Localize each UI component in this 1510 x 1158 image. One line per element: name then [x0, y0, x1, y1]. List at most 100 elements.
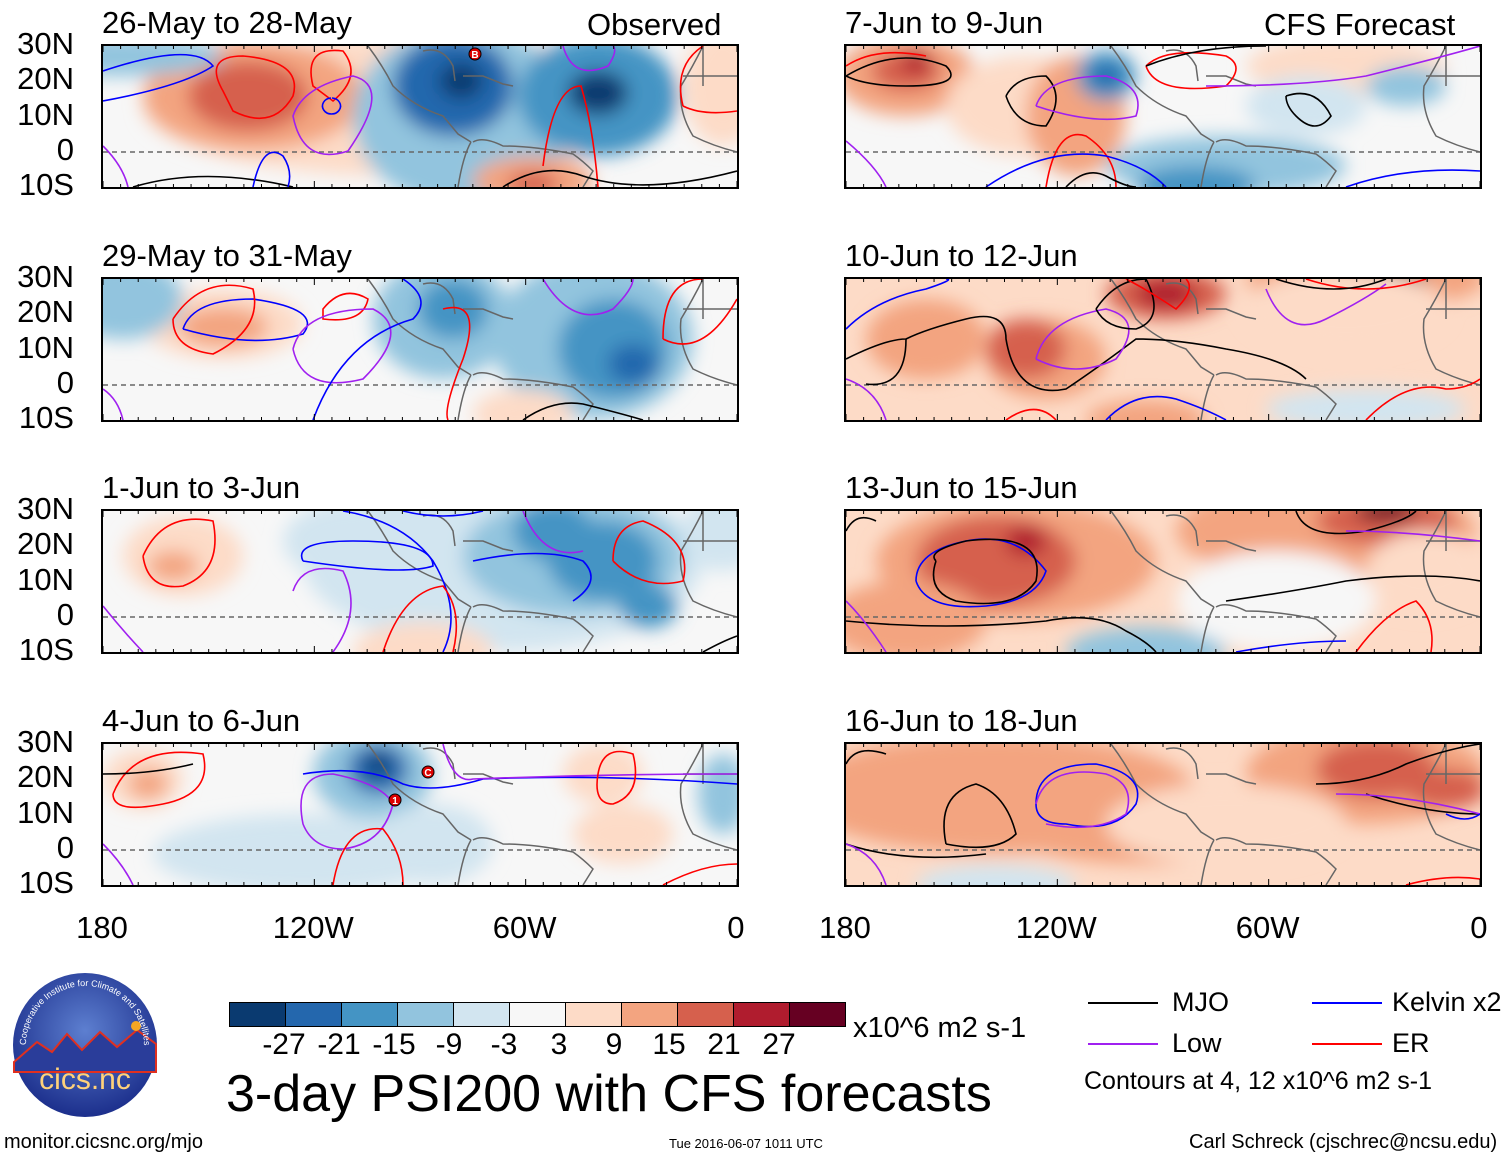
- wave-contour: [1105, 395, 1227, 420]
- wave-contour: [679, 46, 737, 114]
- wave-contour: [112, 751, 206, 809]
- map-panel: B: [101, 44, 739, 189]
- wave-contour: [103, 843, 134, 885]
- wave-contour: [103, 53, 215, 102]
- coastline: [367, 46, 737, 187]
- wave-contour: [562, 46, 616, 72]
- wave-contour: [292, 75, 373, 156]
- panel-title: 29-May to 31-May: [102, 238, 352, 273]
- coastline: [1110, 279, 1480, 420]
- wave-contour: [1035, 75, 1139, 121]
- colorbar-swatch: [398, 1003, 454, 1026]
- longitude-label: 60W: [1235, 910, 1300, 945]
- wave-contour: [1035, 763, 1139, 828]
- wave-contour: [1035, 308, 1130, 370]
- wave-contour: [1315, 744, 1480, 785]
- wave-contour: [310, 49, 352, 103]
- wave-contour: [442, 744, 737, 781]
- longitude-label: 120W: [1015, 910, 1097, 945]
- storm-label: B: [471, 50, 478, 61]
- anomaly-shading: [1356, 511, 1416, 521]
- wave-contour: [612, 520, 686, 585]
- anomaly-shading: [683, 46, 737, 146]
- wave-contour: [846, 616, 1157, 652]
- latitude-label: 0: [56, 364, 74, 400]
- anomaly-shading: [618, 584, 678, 628]
- longitude-label: 120W: [272, 910, 354, 945]
- colorbar-label: -9: [435, 1028, 463, 1061]
- anomaly-shading: [103, 279, 183, 339]
- colorbar-swatch: [622, 1003, 678, 1026]
- wave-contour: [292, 308, 392, 384]
- wave-contour: [1045, 133, 1117, 187]
- wave-contour: [502, 169, 737, 187]
- wave-contour: [300, 540, 434, 571]
- latitude-label: 0: [56, 596, 74, 632]
- colorbar-swatch: [510, 1003, 566, 1026]
- panel-title: 13-Jun to 15-Jun: [845, 470, 1078, 505]
- cics-logo: Cooperative Institute for Climate and Sa…: [13, 973, 157, 1117]
- wave-contour: [846, 315, 1307, 392]
- wave-contour: [943, 783, 1017, 849]
- wave-contour: [142, 518, 216, 588]
- wave-contour: [1285, 92, 1332, 127]
- wave-contour: [1205, 46, 1480, 87]
- colorbar-swatch: [230, 1003, 286, 1026]
- anomaly-shading: [1246, 279, 1446, 349]
- wave-contour: [442, 306, 471, 420]
- wave-contour: [382, 585, 458, 652]
- wave-contour: [1235, 640, 1347, 652]
- tropical-cyclone-icon: B: [468, 47, 482, 61]
- latitude-label: 20N: [17, 526, 74, 562]
- wave-contour: [132, 175, 294, 187]
- legend-mjo-label: MJO: [1172, 987, 1229, 1017]
- latitude-label: 10S: [18, 167, 74, 203]
- wave-contour: [846, 843, 987, 859]
- latitude-label: 20N: [17, 61, 74, 97]
- wave-contour: [846, 279, 950, 330]
- footer-timestamp: Tue 2016-06-07 1011 UTC: [669, 1136, 823, 1151]
- anomaly-shading: [148, 551, 198, 581]
- footer-url[interactable]: monitor.cicsnc.org/mjo: [4, 1131, 203, 1153]
- colorbar-label: 15: [652, 1028, 686, 1061]
- colorbar-label: -15: [372, 1028, 416, 1061]
- wave-contour: [1035, 771, 1130, 829]
- legend-er-line: [1312, 1043, 1382, 1045]
- wave-contour: [402, 511, 484, 517]
- anomaly-shading: [473, 156, 593, 187]
- colorbar-swatch: [566, 1003, 622, 1026]
- colorbar-label: -27: [262, 1028, 306, 1061]
- anomaly-shading: [1086, 400, 1206, 420]
- colorbar-label: -21: [317, 1028, 361, 1061]
- cfs-forecast-label: CFS Forecast: [1264, 7, 1456, 42]
- colorbar-swatch: [734, 1003, 790, 1026]
- footer-author: Carl Schreck (cjschrec@ncsu.edu): [1189, 1131, 1498, 1153]
- colorbar-swatch: [454, 1003, 510, 1026]
- wave-contour: [321, 97, 342, 115]
- anomaly-shading: [916, 865, 1076, 885]
- wave-contour: [846, 843, 887, 885]
- wave-contour: [522, 511, 584, 554]
- anomaly-shading: [418, 279, 488, 339]
- wave-contour: [472, 552, 592, 602]
- latitude-label: 10S: [18, 632, 74, 668]
- wave-contour: [332, 827, 404, 885]
- wave-contour: [846, 600, 887, 652]
- anomaly-shading: [513, 511, 593, 561]
- wave-contour: [1265, 283, 1387, 326]
- wave-contour: [662, 863, 737, 885]
- wave-contour: [846, 378, 887, 420]
- wave-contour: [103, 605, 144, 652]
- anomaly-shading: [558, 299, 668, 399]
- map-panel: [101, 277, 739, 422]
- anomaly-shading: [373, 804, 493, 884]
- colorbar-units: x10^6 m2 s-1: [853, 1012, 1027, 1044]
- anomaly-shading: [1366, 66, 1446, 106]
- wave-contour: [1445, 813, 1480, 820]
- anomaly-shading: [188, 61, 308, 131]
- wave-contour: [1275, 279, 1387, 290]
- longitude-label: 60W: [492, 910, 557, 945]
- latitude-label: 30N: [17, 259, 74, 294]
- latitude-label: 30N: [17, 491, 74, 526]
